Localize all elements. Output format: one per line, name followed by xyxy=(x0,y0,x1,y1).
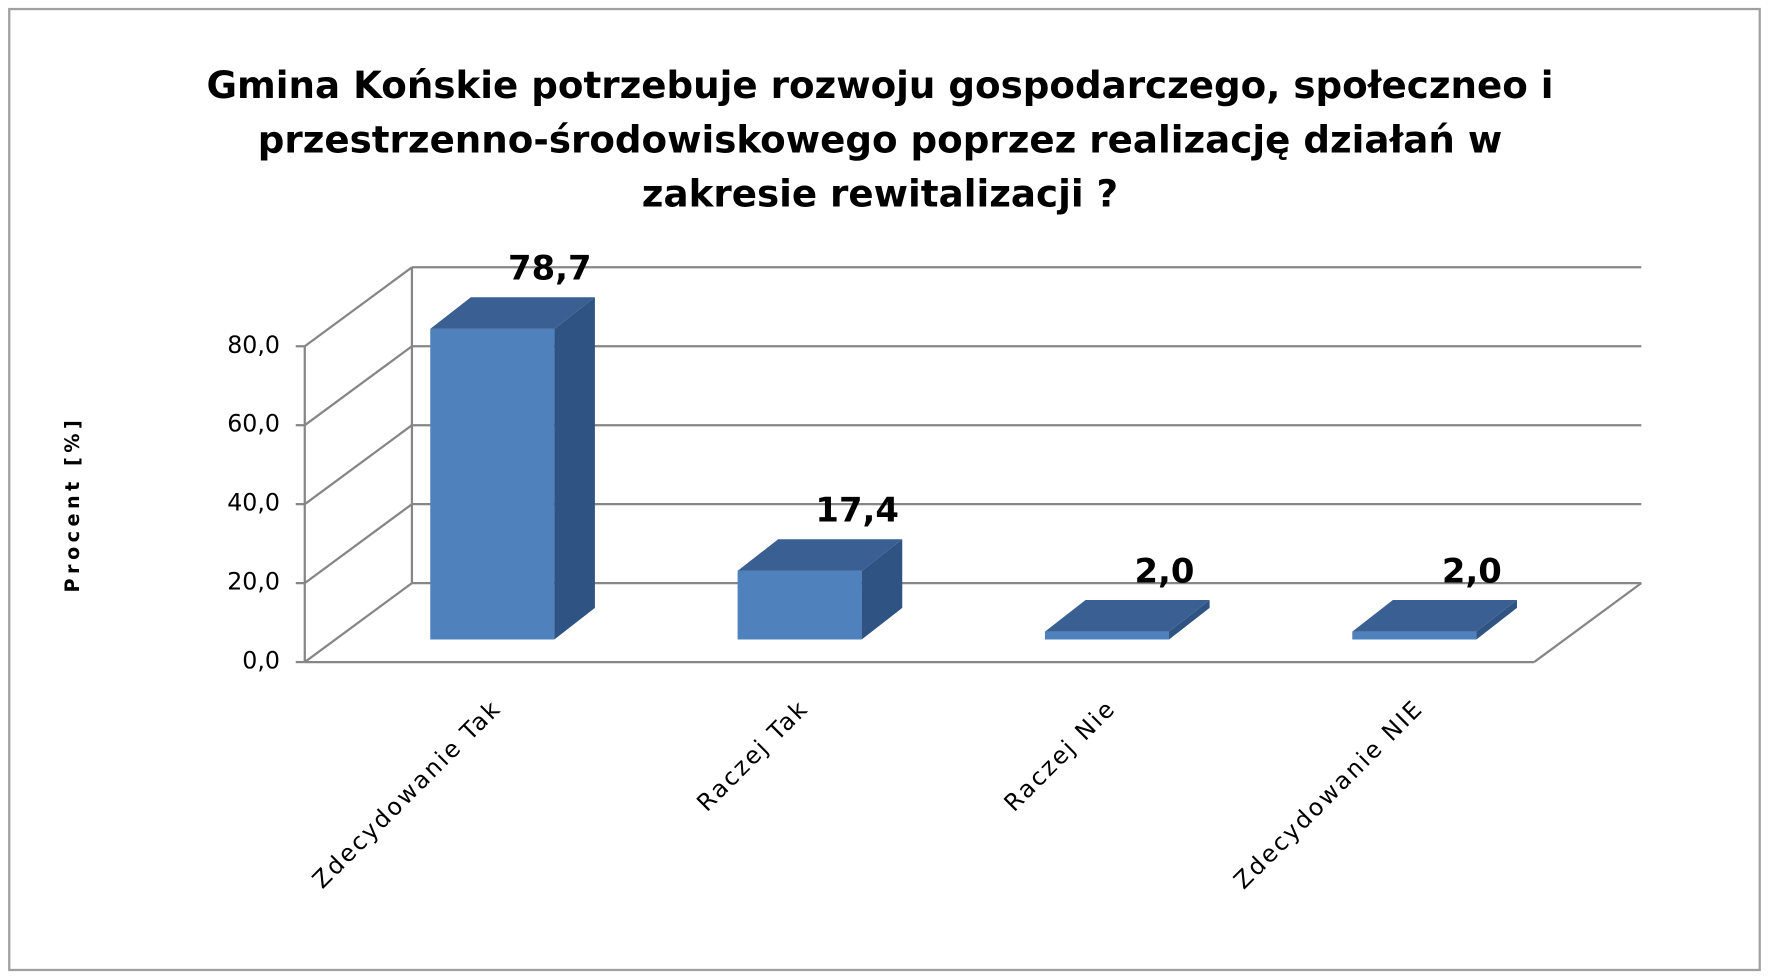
y-tick-label: 60,0 xyxy=(227,410,280,438)
bar-top xyxy=(1044,600,1210,632)
grid-line xyxy=(304,345,413,427)
value-label: 17,4 xyxy=(815,491,898,530)
bar-top xyxy=(430,297,595,329)
y-tick-label: 20,0 xyxy=(227,568,280,596)
value-label: 2,0 xyxy=(1135,551,1195,590)
bar-side xyxy=(1476,600,1517,640)
bar-top xyxy=(1352,600,1517,632)
bar-front xyxy=(430,328,555,640)
bar xyxy=(430,297,595,640)
bar-top xyxy=(737,539,903,571)
grid-line xyxy=(304,424,413,506)
grid-line xyxy=(304,266,413,348)
bar xyxy=(737,539,903,640)
bar-side xyxy=(1169,600,1210,640)
value-label: 78,7 xyxy=(508,249,591,288)
bar xyxy=(1044,600,1210,640)
y-axis-label: Procent [%] xyxy=(61,416,84,593)
chart-title: Gmina Końskie potrzebuje rozwoju gospoda… xyxy=(206,63,1554,216)
bar xyxy=(1352,600,1517,640)
bar-side xyxy=(861,539,903,640)
y-tick-label: 0,0 xyxy=(242,647,280,675)
chart-title-box: Gmina Końskie potrzebuje rozwoju gospoda… xyxy=(206,63,1554,216)
grid-line xyxy=(304,582,413,663)
y-tick-label: 80,0 xyxy=(227,331,280,359)
grid-line xyxy=(304,503,413,585)
bar-front xyxy=(737,570,862,640)
bar-side xyxy=(554,297,595,640)
bar-front xyxy=(1044,631,1170,640)
floor-edge xyxy=(1533,582,1642,663)
value-label: 2,0 xyxy=(1442,551,1502,590)
y-tick-label: 40,0 xyxy=(227,489,280,517)
bar-front xyxy=(1352,631,1477,640)
chart-border xyxy=(8,7,1761,972)
